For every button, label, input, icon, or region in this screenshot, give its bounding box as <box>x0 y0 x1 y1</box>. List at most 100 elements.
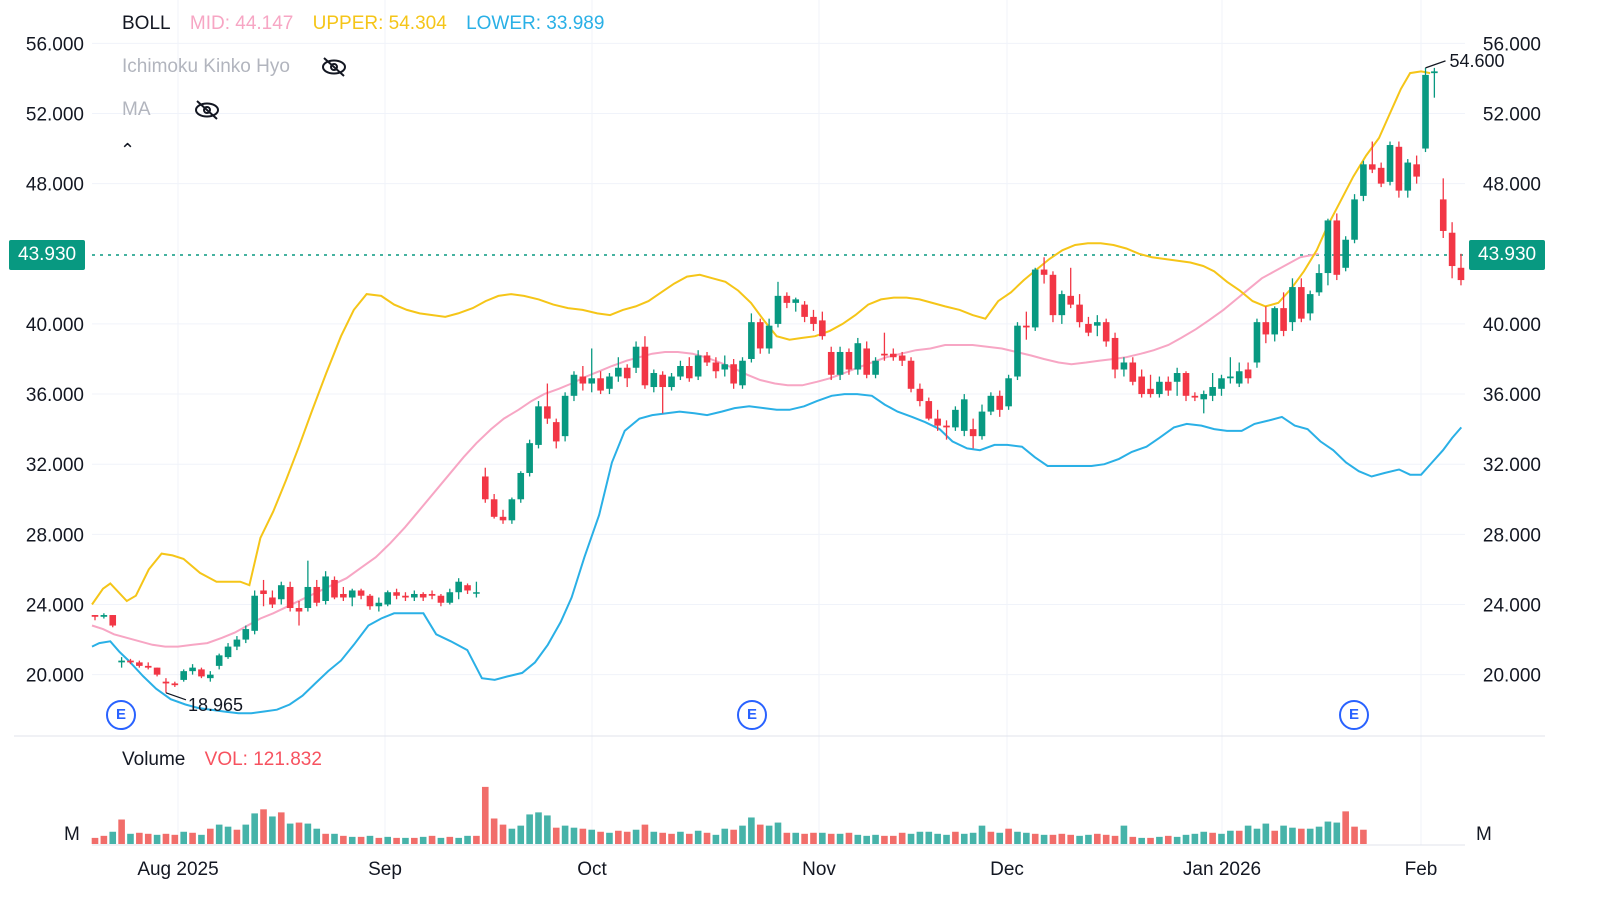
candle-body <box>1395 146 1403 191</box>
volume-bar <box>100 835 108 844</box>
candle-body <box>1200 394 1208 400</box>
volume-bar <box>952 831 959 844</box>
candle-body <box>109 615 117 626</box>
candle-body <box>1129 362 1137 382</box>
volume-bar <box>632 829 640 844</box>
candle-body <box>606 376 613 389</box>
volume-bar <box>641 824 649 844</box>
candle-body <box>730 364 737 384</box>
candle-body <box>1342 239 1349 268</box>
candle-body <box>570 374 578 396</box>
candle-body <box>1076 304 1083 323</box>
candle-body <box>1324 220 1332 274</box>
volume-bar <box>668 833 675 844</box>
earnings-event-badge[interactable]: E <box>737 700 767 730</box>
candle-body <box>526 443 533 473</box>
candle-body <box>437 595 445 603</box>
candle-body <box>499 516 507 521</box>
volume-bar <box>827 833 835 844</box>
volume-bar <box>331 833 338 844</box>
volume-bar <box>1094 833 1101 844</box>
volume-bar <box>198 834 205 844</box>
volume-bar <box>171 834 179 844</box>
eye-slash-icon[interactable] <box>192 99 222 121</box>
volume-bar <box>180 831 187 844</box>
volume-bar <box>765 825 773 844</box>
y-tick-label-left: 28.000 <box>26 525 84 546</box>
candle-body <box>827 351 835 375</box>
volume-bar <box>1333 822 1341 844</box>
candle-body <box>1014 325 1021 377</box>
candle-body <box>1315 273 1323 293</box>
candle-body <box>1457 267 1465 281</box>
volume-bar <box>677 831 684 844</box>
candle-body <box>384 592 392 605</box>
y-tick-label-right: 40.000 <box>1483 315 1541 336</box>
volume-bar <box>1191 833 1199 844</box>
volume-bar <box>508 828 516 844</box>
y-tick-label-left: 52.000 <box>26 104 84 125</box>
volume-bar <box>1360 829 1367 844</box>
volume-bar <box>774 822 782 844</box>
volume-bar <box>1111 835 1119 844</box>
volume-bar <box>570 827 578 844</box>
eye-slash-icon[interactable] <box>319 56 349 78</box>
volume-bar <box>810 832 817 844</box>
volume-bar <box>987 831 995 844</box>
volume-legend[interactable]: Volume VOL: 121.832 <box>122 749 336 771</box>
y-tick-label-left: 36.000 <box>26 385 84 406</box>
volume-bar <box>481 786 489 844</box>
candle-body <box>1235 371 1243 384</box>
candle-body <box>277 585 285 600</box>
volume-name: Volume <box>122 749 186 770</box>
candle-body <box>890 353 897 358</box>
volume-bar <box>748 817 755 844</box>
volume-bar <box>1342 811 1349 844</box>
earnings-event-badge[interactable]: E <box>106 700 136 730</box>
collapse-legend-chevron-up-icon[interactable]: ⌃ <box>120 140 136 160</box>
volume-bar <box>685 833 693 844</box>
candle-body <box>508 499 516 521</box>
candle-body <box>588 378 596 384</box>
candle-body <box>118 660 125 663</box>
x-tick-label: Dec <box>990 859 1024 880</box>
volume-bar <box>1244 825 1252 844</box>
ichimoku-legend[interactable]: Ichimoku Kinko Hyo <box>122 56 349 78</box>
candle-body <box>659 374 666 388</box>
volume-bar <box>916 831 924 844</box>
candle-body <box>1111 337 1119 370</box>
boll-legend[interactable]: BOLL MID: 44.147 UPPER: 54.304 LOWER: 33… <box>122 13 618 35</box>
ma-legend[interactable]: MA <box>122 99 222 121</box>
volume-bar <box>907 833 915 844</box>
volume-unit-label-right: M <box>1476 824 1492 845</box>
y-tick-label-right: 36.000 <box>1483 385 1541 406</box>
x-tick-label: Aug 2025 <box>137 859 218 880</box>
candle-body <box>322 576 329 601</box>
candle-body <box>215 655 223 666</box>
candle-body <box>1138 376 1145 395</box>
volume-bar <box>588 829 596 844</box>
candle-body <box>925 401 933 419</box>
volume-bar <box>109 831 117 844</box>
candle-body <box>1147 388 1154 395</box>
volume-bar <box>606 832 613 844</box>
candle-body <box>1262 322 1270 335</box>
volume-bar <box>1351 826 1358 844</box>
ma-name: MA <box>122 99 151 121</box>
volume-bar <box>1049 834 1057 844</box>
volume-bar <box>1031 833 1039 844</box>
y-tick-label-left: 56.000 <box>26 34 84 55</box>
candle-body <box>224 646 232 658</box>
volume-bar <box>1138 837 1145 844</box>
volume-bar <box>366 835 374 844</box>
earnings-event-badge[interactable]: E <box>1339 700 1369 730</box>
volume-bar <box>1289 827 1296 844</box>
candle-body <box>1173 373 1181 382</box>
volume-bar <box>1227 830 1234 844</box>
volume-bar <box>144 833 152 844</box>
volume-bar <box>836 833 844 844</box>
volume-bar <box>1058 833 1066 844</box>
volume-bar <box>1324 821 1332 844</box>
x-tick-label: Jan 2026 <box>1183 859 1261 880</box>
